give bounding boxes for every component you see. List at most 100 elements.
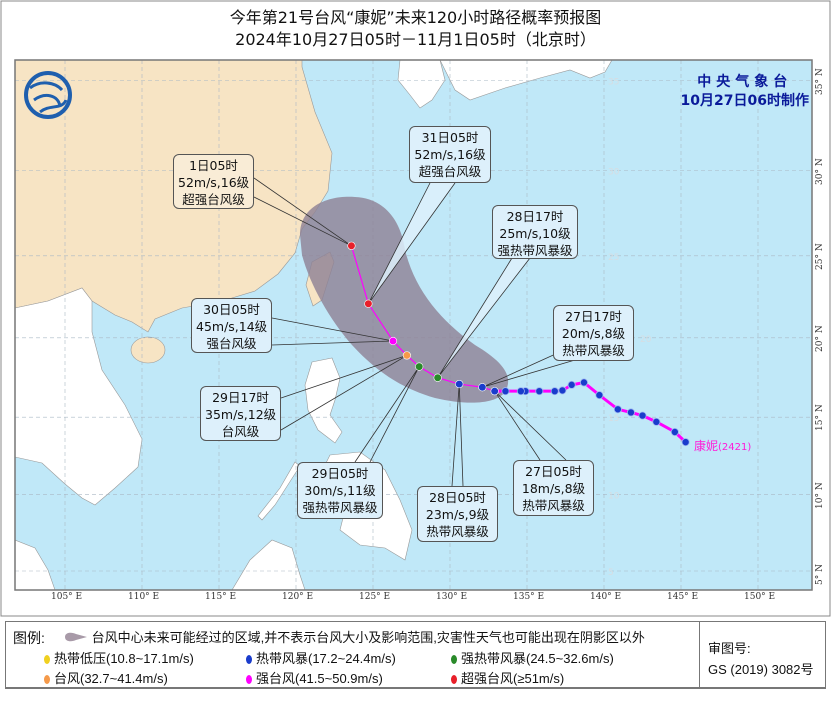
lon-tick-label: 135° E bbox=[513, 592, 545, 602]
callout-time: 30日05时 bbox=[203, 302, 260, 317]
callout-01-05: 1日05时 52m/s,16级 超强台风级 bbox=[173, 154, 254, 209]
lon-tick-label: 150° E bbox=[744, 592, 776, 602]
callout-wind: 52m/s,16级 bbox=[178, 175, 250, 190]
callout-grade: 超强台风级 bbox=[418, 164, 482, 179]
inner-lat-label: 15 bbox=[608, 414, 619, 424]
lon-tick-label: 110° E bbox=[128, 592, 160, 602]
observed-position-marker bbox=[535, 387, 544, 396]
callout-28-05: 28日05时 23m/s,9级 热带风暴级 bbox=[417, 486, 498, 542]
callout-27-17: 27日17时 20m/s,8级 热带风暴级 bbox=[553, 305, 634, 361]
legend-text: 热带低压(10.8~17.1m/s) bbox=[54, 651, 194, 666]
callout-29-05: 29日05时 30m/s,11级 强热带风暴级 bbox=[297, 462, 383, 519]
forecast-position-marker[interactable] bbox=[478, 383, 487, 392]
lat-tick-label: 35° N bbox=[815, 68, 825, 95]
callout-29-17: 29日17时 35m/s,12级 台风级 bbox=[200, 386, 281, 441]
callout-time: 28日05时 bbox=[429, 490, 486, 505]
callout-grade: 台风级 bbox=[221, 424, 260, 439]
cma-logo bbox=[24, 71, 72, 119]
legend-item-sty: 强台风(41.5~50.9m/s) bbox=[246, 671, 383, 687]
lon-tick-label: 145° E bbox=[667, 592, 699, 602]
storm-track bbox=[347, 241, 690, 447]
lat-tick-label: 20° N bbox=[815, 325, 825, 352]
observed-position-marker bbox=[567, 380, 576, 389]
callout-time: 28日17时 bbox=[506, 209, 564, 224]
lat-tick-label: 30° N bbox=[815, 157, 825, 185]
callout-grade: 热带风暴级 bbox=[426, 524, 489, 539]
sty-marker-icon bbox=[246, 675, 252, 684]
forecast-position-marker[interactable] bbox=[364, 299, 373, 308]
land-indochina bbox=[15, 287, 143, 506]
callout-time: 31日05时 bbox=[421, 130, 479, 145]
lat-tick-label: 25° N bbox=[815, 243, 825, 270]
storm-code: (2421) bbox=[718, 442, 752, 453]
lat-tick-label: 15° N bbox=[815, 404, 825, 432]
lat-tick-label: 5° N bbox=[815, 564, 825, 585]
callout-28-17: 28日17时 25m/s,10级 强热带风暴级 bbox=[492, 205, 578, 259]
storm-name: 康妮 bbox=[694, 439, 719, 453]
legend-text: 超强台风(≥51m/s) bbox=[461, 671, 565, 686]
forecast-position-marker[interactable] bbox=[433, 373, 442, 382]
ty-marker-icon bbox=[44, 675, 50, 684]
lon-tick-label: 120° E bbox=[282, 592, 314, 602]
observed-position-marker bbox=[579, 378, 588, 387]
callout-grade: 强热带风暴级 bbox=[497, 243, 573, 258]
callout-grade: 强台风级 bbox=[206, 336, 257, 351]
observed-position-marker bbox=[558, 386, 567, 395]
superty-marker-icon bbox=[451, 675, 457, 684]
land-hainan bbox=[130, 336, 166, 364]
observed-position-marker bbox=[595, 391, 604, 400]
forecast-position-marker[interactable] bbox=[388, 336, 398, 346]
legend-item-ty: 台风(32.7~41.4m/s) bbox=[44, 671, 168, 687]
callout-wind: 25m/s,10级 bbox=[499, 226, 571, 241]
legend-text: 强台风(41.5~50.9m/s) bbox=[256, 671, 383, 686]
observed-position-marker bbox=[626, 408, 635, 417]
callout-31-05: 31日05时 52m/s,16级 超强台风级 bbox=[409, 126, 491, 183]
td-marker-icon bbox=[44, 655, 50, 664]
forecast-position-marker[interactable] bbox=[402, 351, 411, 360]
callout-wind: 35m/s,12级 bbox=[205, 407, 277, 422]
callout-30-05: 30日05时 45m/s,14级 强台风级 bbox=[191, 298, 272, 353]
cone-icon bbox=[65, 632, 87, 642]
land-japan bbox=[397, 60, 446, 109]
outer-frame bbox=[0, 0, 831, 617]
forecast-position-marker[interactable] bbox=[415, 362, 424, 371]
legend-divider bbox=[699, 622, 700, 687]
callout-time: 29日05时 bbox=[311, 466, 369, 481]
callout-grade: 热带风暴级 bbox=[522, 498, 585, 513]
callout-wind: 23m/s,9级 bbox=[425, 507, 490, 522]
issue-time: 10月27日06时制作 bbox=[680, 93, 809, 109]
land-japan-honshu bbox=[439, 60, 613, 101]
inner-lat-label: 25 bbox=[608, 253, 619, 263]
forecast-position-marker[interactable] bbox=[347, 241, 356, 250]
legend-item-superty: 超强台风(≥51m/s) bbox=[451, 671, 564, 687]
land-luzon bbox=[304, 357, 343, 444]
callout-wind: 52m/s,16级 bbox=[414, 147, 486, 162]
legend: 图例: 台风中心未来可能经过的区域,并不表示台风大小及影响范围,灾害性天气也可能… bbox=[5, 621, 826, 689]
forecast-position-marker[interactable] bbox=[490, 387, 499, 396]
agency-name: 中央气象台 bbox=[697, 74, 793, 90]
observed-position-marker bbox=[613, 405, 622, 414]
callout-wind: 30m/s,11级 bbox=[304, 483, 376, 498]
inner-lat-label: 5 bbox=[608, 568, 614, 578]
agency-stamp: 中央气象台 10月27日06时制作 bbox=[681, 73, 809, 111]
forecast-position-marker[interactable] bbox=[455, 379, 464, 389]
review-number: GS (2019) 3082号 bbox=[708, 662, 814, 677]
legend-cone: 台风中心未来可能经过的区域,并不表示台风大小及影响范围,灾害性天气也可能出现在阴… bbox=[64, 630, 645, 646]
legend-text: 强热带风暴(24.5~32.6m/s) bbox=[461, 651, 614, 666]
observed-position-marker bbox=[516, 387, 525, 396]
inner-lat-label: 20 bbox=[640, 335, 652, 345]
callout-leaders bbox=[253, 177, 576, 487]
lon-tick-label: 115° E bbox=[205, 592, 237, 602]
legend-item-td: 热带低压(10.8~17.1m/s) bbox=[44, 651, 194, 667]
inner-lat-label: 10 bbox=[608, 492, 620, 502]
callout-time: 27日05时 bbox=[525, 464, 582, 479]
observed-position-marker bbox=[550, 387, 559, 396]
land-malaysia bbox=[15, 539, 56, 590]
map-title: 今年第21号台风“康妮”未来120小时路径概率预报图 bbox=[229, 8, 602, 27]
observed-position-marker bbox=[638, 411, 647, 420]
land-borneo bbox=[231, 539, 306, 590]
observed-position-marker bbox=[652, 417, 661, 426]
map-frame bbox=[14, 59, 813, 591]
storm-name-label: 康妮(2421) bbox=[694, 437, 751, 454]
legend-label: 图例: bbox=[13, 630, 45, 646]
